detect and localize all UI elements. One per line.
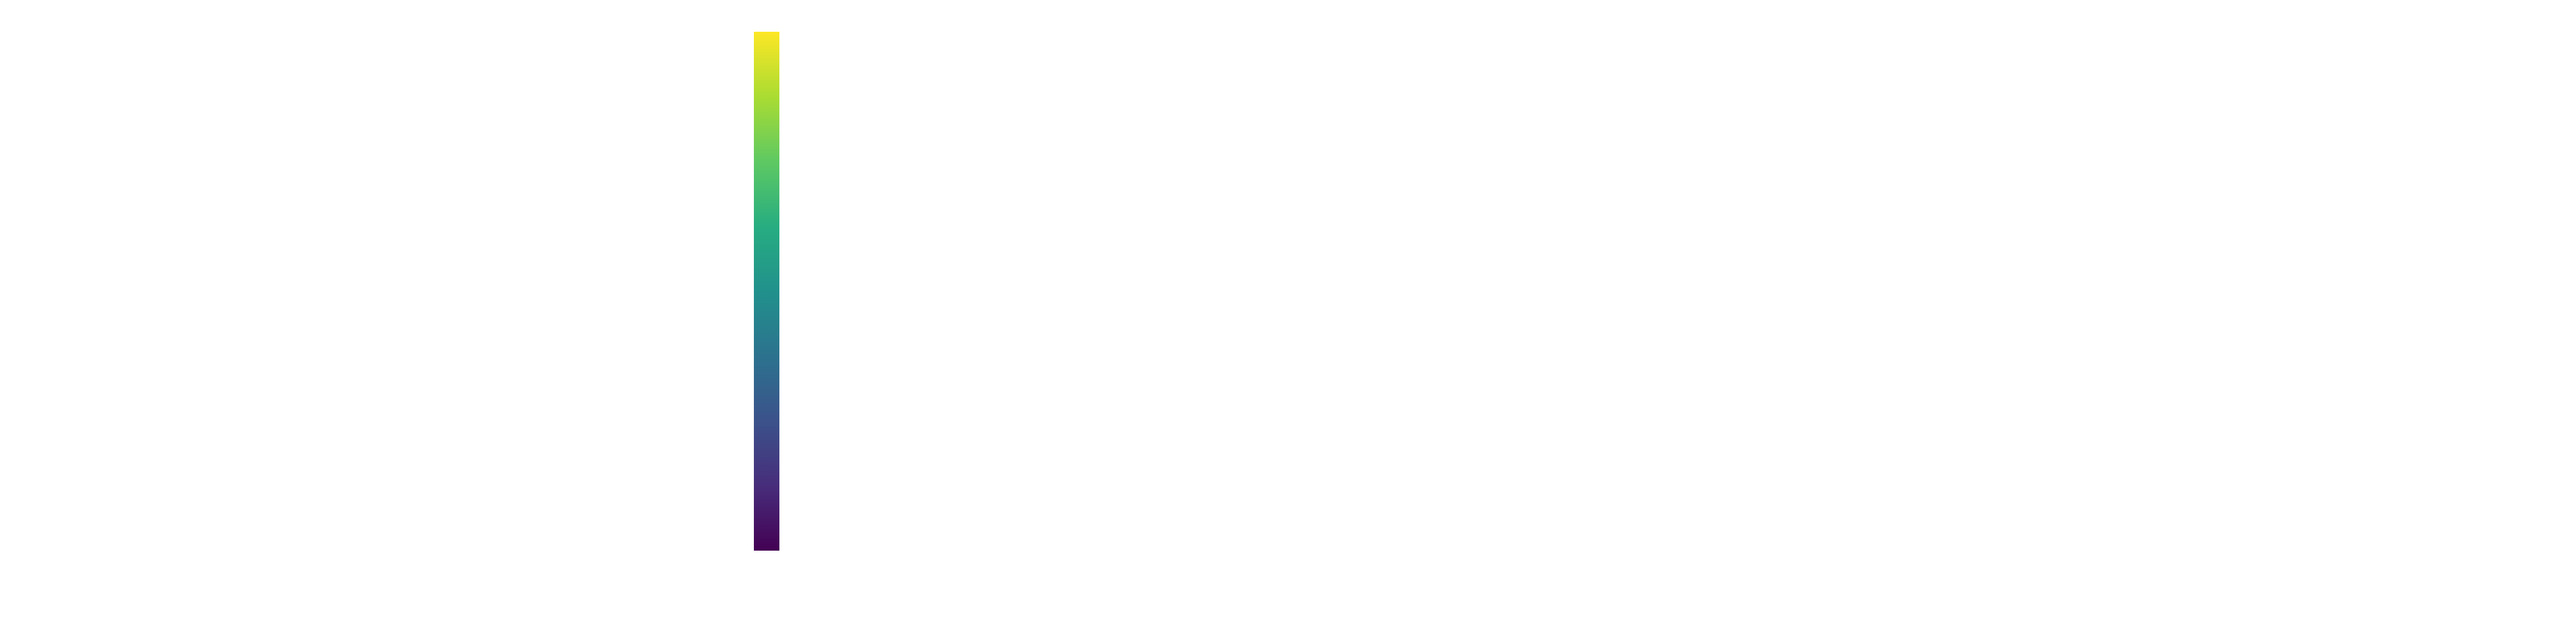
heatmap-2d-histogram <box>75 32 714 551</box>
colorbar-gradient <box>754 32 779 551</box>
